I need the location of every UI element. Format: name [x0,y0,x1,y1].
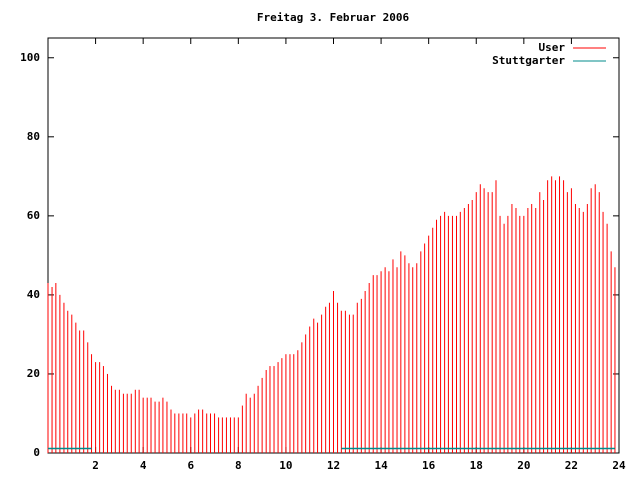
x-tick-label: 4 [140,459,147,472]
x-tick-label: 6 [187,459,194,472]
x-tick-label: 14 [374,459,388,472]
x-tick-label: 24 [612,459,626,472]
x-tick-label: 16 [422,459,436,472]
x-tick-label: 12 [327,459,340,472]
y-tick-label: 100 [20,51,40,64]
x-tick-label: 18 [470,459,483,472]
legend-label: User [539,41,566,54]
legend-label: Stuttgarter [492,54,565,67]
y-tick-label: 0 [33,446,40,459]
x-tick-label: 2 [92,459,99,472]
x-tick-label: 20 [517,459,530,472]
x-tick-label: 22 [565,459,578,472]
y-tick-label: 20 [27,367,40,380]
y-tick-label: 40 [27,288,40,301]
x-tick-label: 10 [279,459,292,472]
x-tick-label: 8 [235,459,242,472]
y-tick-label: 80 [27,130,40,143]
y-tick-label: 60 [27,209,40,222]
chart-title: Freitag 3. Februar 2006 [257,11,410,24]
